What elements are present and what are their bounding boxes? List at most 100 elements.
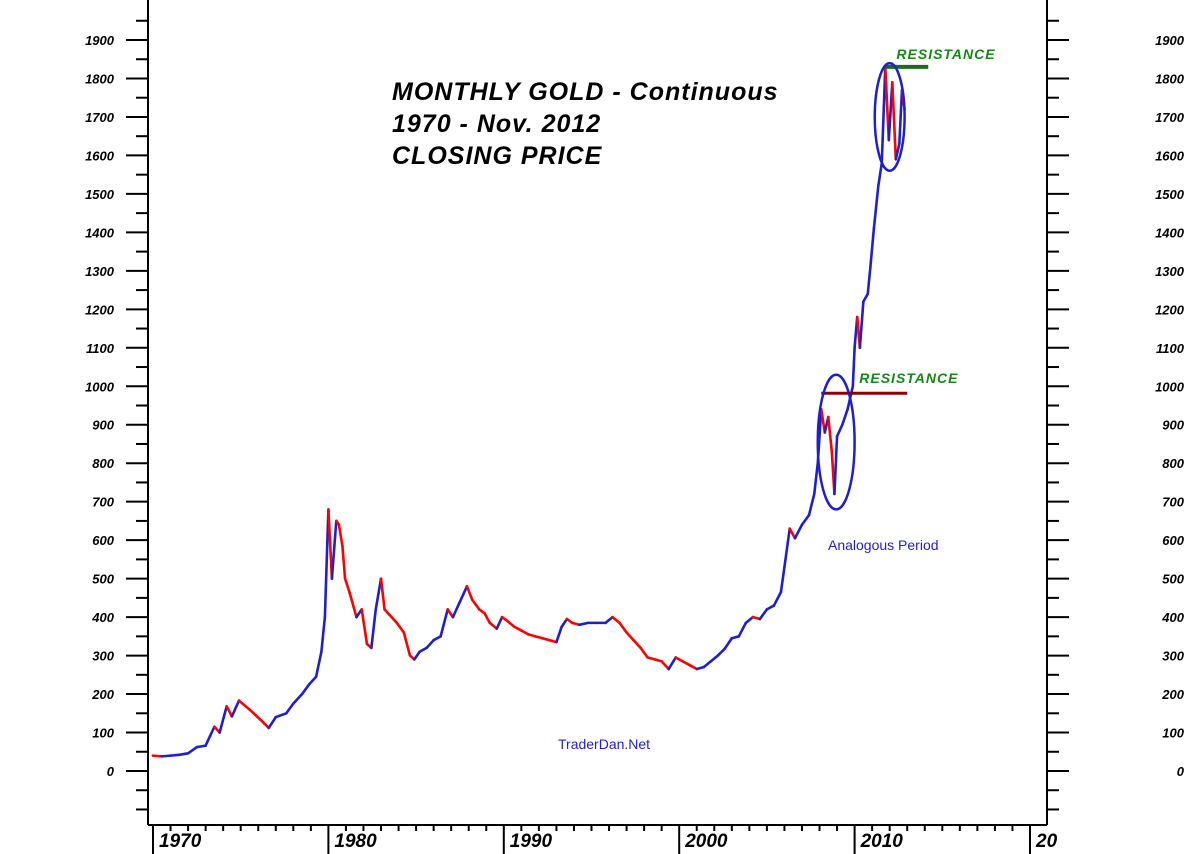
- y-tick-label-left: 900: [92, 418, 114, 433]
- price-segment-up: [604, 615, 614, 625]
- price-segment-down: [465, 585, 474, 602]
- y-tick-label-left: 700: [92, 495, 114, 510]
- price-segment-up: [555, 625, 563, 644]
- axes: [147, 0, 1048, 826]
- price-segment-down: [674, 656, 685, 663]
- y-tick-label-left: 1800: [85, 71, 115, 86]
- price-segment-up: [869, 227, 876, 269]
- price-segment-down: [343, 577, 351, 594]
- price-segment-down: [681, 660, 692, 667]
- y-tick-label-right: 200: [1161, 687, 1184, 702]
- y-tick-label-right: 600: [1162, 533, 1184, 548]
- price-segment-up: [330, 519, 338, 580]
- chart-title: MONTHLY GOLD - Continuous 1970 - Nov. 201…: [392, 78, 779, 170]
- price-segment-up: [898, 88, 904, 146]
- price-segment-down: [513, 625, 523, 632]
- price-segment-down: [819, 408, 827, 434]
- price-segment-up: [432, 635, 442, 642]
- price-segment-up: [876, 161, 884, 188]
- price-segment-up: [793, 523, 804, 540]
- price-segment-down: [327, 508, 334, 580]
- price-segment-down: [446, 608, 455, 619]
- y-tick-label-right: 1400: [1155, 225, 1185, 240]
- y-tick-label-right: 800: [1162, 456, 1184, 471]
- y-tick-label-left: 200: [91, 687, 114, 702]
- y-tick-label-right: 1100: [1156, 341, 1185, 356]
- price-segment-up: [458, 585, 469, 604]
- y-tick-label-left: 300: [92, 649, 114, 664]
- price-segment-up: [765, 604, 776, 611]
- price-segment-up: [370, 608, 378, 650]
- y-tick-label-left: 600: [92, 533, 114, 548]
- price-segment-up: [758, 608, 769, 621]
- price-segment-up: [274, 711, 288, 719]
- price-segment-down: [248, 708, 264, 723]
- price-segment-up: [560, 617, 569, 629]
- price-segment-down: [260, 719, 271, 730]
- price-segment-up: [702, 660, 713, 669]
- price-segment-down: [383, 608, 392, 617]
- price-segment-up: [894, 142, 901, 161]
- y-tick-label-right: 300: [1162, 649, 1184, 664]
- price-segment-up: [451, 600, 462, 619]
- x-tick-label: 1990: [510, 831, 553, 852]
- price-segment-up: [807, 492, 816, 517]
- price-segment-up: [866, 265, 872, 296]
- price-segment-down: [388, 613, 399, 625]
- y-tick-label-right: 1600: [1155, 148, 1185, 163]
- price-segment-down: [788, 527, 797, 540]
- price-segment-down: [488, 621, 499, 630]
- price-segment-down: [506, 619, 516, 629]
- highlight-circle-2012: [873, 61, 906, 173]
- price-segment-up: [418, 646, 428, 654]
- price-segment-down: [632, 638, 642, 650]
- price-segment-up: [178, 752, 190, 757]
- resistance-label-upper: RESISTANCE: [896, 46, 995, 62]
- y-tick-label-left: 1700: [85, 110, 115, 125]
- price-segment-up: [723, 636, 734, 650]
- watermark: TraderDan.Net: [558, 736, 650, 752]
- x-tick-label: 2010: [860, 831, 904, 852]
- y-tick-label-left: 1600: [85, 148, 115, 163]
- x-tick-label: 20: [1035, 831, 1058, 852]
- title-line-2: 1970 - Nov. 2012: [392, 110, 601, 138]
- title-line-3: CLOSING PRICE: [392, 142, 603, 170]
- price-segment-down: [337, 523, 344, 548]
- price-segment-down: [639, 646, 649, 659]
- price-segment-down: [341, 544, 347, 580]
- price-segment-up: [779, 565, 786, 594]
- y-tick-label-right: 400: [1161, 610, 1184, 625]
- price-segment-down: [883, 65, 891, 142]
- price-segment-up: [800, 513, 811, 527]
- price-segment-up: [439, 608, 449, 638]
- price-segment-up: [425, 638, 435, 650]
- price-segment-down: [660, 660, 670, 671]
- price-segment-up: [841, 408, 849, 427]
- y-tick-label-right: 500: [1162, 572, 1184, 587]
- x-tick-label: 1970: [159, 831, 202, 852]
- price-segment-up: [716, 647, 727, 657]
- y-tick-label-right: 1200: [1155, 302, 1185, 317]
- price-segment-up: [709, 654, 720, 663]
- tick-labels: 0 0 100 100 200 200 300 300 400 400 500 500 600 600 70…: [85, 33, 1185, 852]
- price-segment-down: [520, 629, 530, 636]
- price-segment-up: [314, 650, 323, 679]
- analogous-period-label: Analogous Period: [828, 537, 939, 553]
- y-tick-label-right: 900: [1162, 418, 1184, 433]
- price-segment-up: [495, 615, 504, 630]
- y-tick-label-left: 1100: [86, 341, 115, 356]
- price-segment-up: [858, 300, 865, 350]
- price-segment-up: [204, 725, 216, 747]
- price-segment-down: [891, 81, 898, 161]
- price-segment-down: [470, 598, 481, 611]
- price-segment-up: [292, 692, 304, 705]
- price-segment-down: [225, 705, 234, 718]
- price-segment-up: [744, 615, 755, 625]
- price-segment-up: [320, 615, 327, 654]
- price-segment-up: [812, 461, 820, 496]
- price-segment-up: [374, 577, 383, 611]
- price-segment-down: [360, 608, 369, 646]
- y-tick-label-left: 1000: [85, 379, 115, 394]
- price-segment-up: [880, 65, 887, 165]
- title-line-1: MONTHLY GOLD - Continuous: [392, 78, 779, 106]
